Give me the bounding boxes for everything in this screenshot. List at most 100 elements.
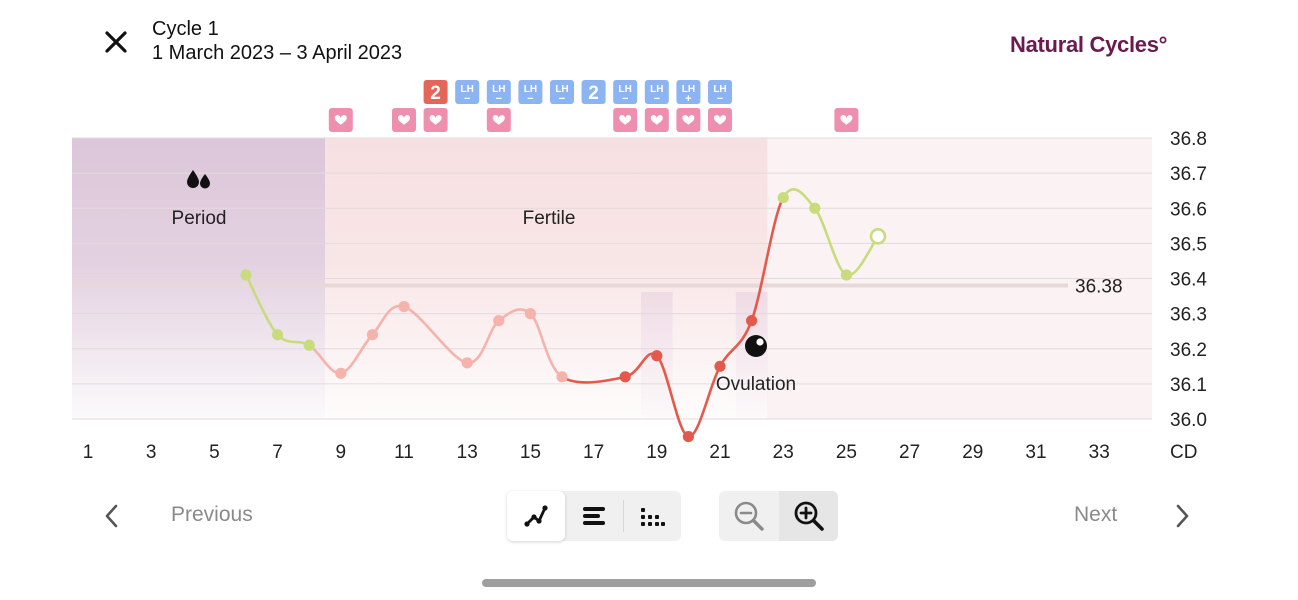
count-marker-text: 2 [588, 83, 599, 104]
x-tick-label: 27 [899, 442, 920, 463]
y-tick-label: 36.6 [1170, 199, 1207, 220]
home-indicator [482, 579, 816, 587]
x-tick-label: 23 [773, 442, 794, 463]
temperature-point[interactable] [461, 357, 473, 369]
lh-marker-sign: − [717, 93, 723, 105]
temperature-point[interactable] [524, 308, 537, 320]
line-view-button[interactable] [507, 491, 565, 541]
lh-marker-text: LH [492, 84, 505, 95]
lh-test-marker[interactable]: LH− [708, 80, 732, 105]
temperature-point[interactable] [556, 371, 568, 383]
temperature-point[interactable] [869, 228, 887, 245]
blood-drop-right [200, 174, 210, 189]
sex-marker[interactable] [613, 108, 638, 132]
chevron-right-icon [1176, 504, 1189, 528]
x-tick-label: 3 [146, 442, 157, 463]
temperature-point[interactable] [809, 202, 821, 214]
ovulation-label: Ovulation [716, 374, 796, 395]
temperature-point[interactable] [714, 360, 726, 372]
lh-test-marker[interactable]: LH− [486, 80, 511, 105]
x-tick-label: 11 [394, 442, 414, 463]
lh-marker-box [518, 80, 543, 104]
cover-line-value: 36.38 [1075, 277, 1123, 298]
y-tick-label: 36.3 [1170, 305, 1207, 326]
heart-icon [840, 115, 853, 125]
bar-view-button[interactable] [565, 491, 623, 541]
previous-label[interactable]: Previous [171, 503, 253, 526]
lh-marker-sign: − [527, 93, 533, 105]
temperature-point[interactable] [335, 367, 347, 379]
lh-marker-text: LH [650, 84, 663, 95]
chart-view-switcher [507, 491, 681, 541]
y-tick-label: 36.4 [1170, 270, 1207, 291]
lh-marker-sign: − [654, 93, 660, 105]
zoom-in-icon [794, 501, 824, 531]
count-marker[interactable]: 2 [423, 80, 448, 104]
temperature-point[interactable] [366, 329, 378, 341]
sex-marker[interactable] [644, 108, 669, 132]
temperature-point[interactable] [682, 430, 695, 443]
heart-icon [619, 115, 632, 125]
line-graph-icon [524, 505, 548, 527]
lh-marker-text: LH [619, 84, 632, 95]
close-icon [105, 31, 127, 53]
horizontal-bars-icon [583, 507, 605, 525]
next-label[interactable]: Next [1074, 503, 1118, 526]
temperature-point[interactable] [398, 301, 410, 313]
sex-marker[interactable] [834, 108, 859, 132]
temperature-point[interactable] [272, 329, 284, 341]
heart-icon [429, 115, 442, 125]
lh-marker-box [613, 80, 638, 104]
sex-marker[interactable] [486, 108, 511, 132]
lh-marker-sign: − [622, 93, 628, 105]
temperature-point[interactable] [746, 315, 758, 327]
temperature-point[interactable] [619, 371, 631, 383]
temperature-point[interactable] [493, 315, 505, 327]
lh-test-marker[interactable]: LH− [644, 80, 669, 105]
zoom-out-icon [734, 501, 764, 531]
x-tick-label: 13 [457, 442, 478, 463]
temperature-line-segment [750, 196, 785, 322]
lh-test-marker[interactable]: LH− [455, 80, 480, 105]
temperature-point[interactable] [651, 350, 663, 362]
next-cycle-button[interactable] [1170, 500, 1194, 532]
heart-icon [714, 115, 726, 125]
lh-marker-text: LH [524, 84, 537, 95]
sex-marker[interactable] [676, 108, 701, 132]
ovulation-egg-highlight [756, 338, 764, 346]
temperature-point[interactable] [303, 339, 315, 351]
temperature-point[interactable] [240, 269, 252, 281]
lh-test-marker[interactable]: LH− [518, 80, 543, 105]
brand-logo: Natural Cycles° [1010, 32, 1168, 57]
zoom-controls [719, 491, 838, 541]
sex-marker[interactable] [708, 108, 732, 132]
close-button[interactable] [100, 26, 132, 58]
cycle-dates: 1 March 2023 – 3 April 2023 [152, 42, 403, 64]
lh-marker-text: LH [682, 84, 695, 95]
count-marker-text: 2 [430, 83, 441, 104]
temperature-chart[interactable]: 36.38 Period Fertile Ovulation LH − LH − LH − LH… [0, 70, 1298, 470]
lh-marker-text: LH [713, 84, 726, 95]
previous-cycle-button[interactable] [100, 500, 124, 532]
zoom-out-button[interactable] [719, 491, 778, 541]
lh-test-marker[interactable]: LH+ [676, 80, 701, 105]
blood-drops-icon [187, 170, 210, 189]
x-tick-label: 21 [709, 442, 730, 463]
lh-test-marker[interactable]: LH− [613, 80, 638, 105]
x-tick-label: 25 [836, 442, 857, 463]
sex-marker[interactable] [328, 108, 353, 132]
sex-marker[interactable] [423, 108, 448, 132]
count-marker[interactable]: 2 [581, 80, 606, 104]
dot-view-button[interactable] [623, 491, 681, 541]
heart-icon [398, 115, 410, 125]
lh-test-marker[interactable]: LH− [550, 80, 574, 105]
sex-marker[interactable] [392, 108, 416, 132]
lh-marker-box [550, 80, 574, 104]
temperature-point[interactable] [777, 192, 789, 204]
temperature-point[interactable] [840, 269, 853, 281]
count-marker-box [581, 80, 606, 104]
zoom-in-button[interactable] [779, 491, 838, 541]
x-tick-label: 17 [583, 442, 604, 463]
x-tick-label: 7 [272, 442, 283, 463]
